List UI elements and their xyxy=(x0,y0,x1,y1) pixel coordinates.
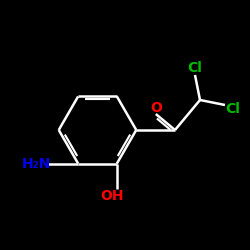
Text: OH: OH xyxy=(100,189,124,203)
Text: H₂N: H₂N xyxy=(22,156,52,170)
Text: Cl: Cl xyxy=(188,60,202,74)
Text: O: O xyxy=(150,101,162,115)
Text: Cl: Cl xyxy=(225,102,240,116)
